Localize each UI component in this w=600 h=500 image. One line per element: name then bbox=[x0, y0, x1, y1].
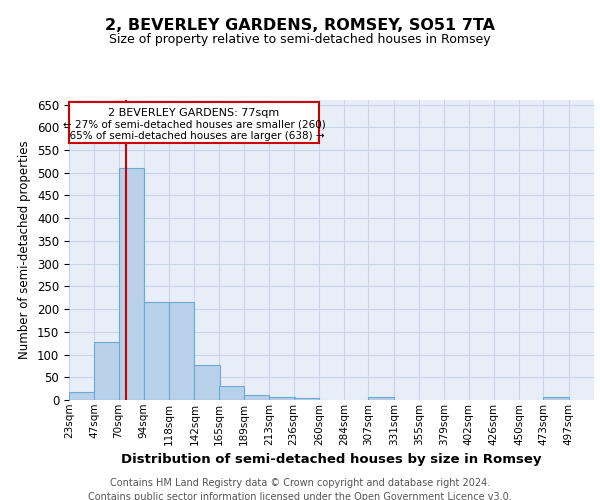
Text: 2, BEVERLEY GARDENS, ROMSEY, SO51 7TA: 2, BEVERLEY GARDENS, ROMSEY, SO51 7TA bbox=[105, 18, 495, 32]
Bar bbox=[194, 365, 220, 400]
Text: 2 BEVERLEY GARDENS: 77sqm: 2 BEVERLEY GARDENS: 77sqm bbox=[108, 108, 280, 118]
Bar bbox=[244, 396, 269, 400]
Bar bbox=[544, 398, 569, 400]
Text: Contains HM Land Registry data © Crown copyright and database right 2024.
Contai: Contains HM Land Registry data © Crown c… bbox=[88, 478, 512, 500]
Text: Size of property relative to semi-detached houses in Romsey: Size of property relative to semi-detach… bbox=[109, 33, 491, 46]
Bar bbox=[169, 302, 194, 400]
Y-axis label: Number of semi-detached properties: Number of semi-detached properties bbox=[19, 140, 31, 360]
Bar bbox=[218, 386, 244, 400]
Bar bbox=[293, 398, 319, 400]
Bar bbox=[94, 342, 119, 400]
Bar bbox=[368, 398, 394, 400]
Text: 65% of semi-detached houses are larger (638) →: 65% of semi-detached houses are larger (… bbox=[63, 131, 325, 141]
Bar bbox=[119, 168, 144, 400]
Bar bbox=[69, 392, 94, 400]
X-axis label: Distribution of semi-detached houses by size in Romsey: Distribution of semi-detached houses by … bbox=[121, 453, 542, 466]
FancyBboxPatch shape bbox=[69, 102, 319, 143]
Bar bbox=[269, 398, 295, 400]
Bar bbox=[144, 302, 169, 400]
Text: ← 27% of semi-detached houses are smaller (260): ← 27% of semi-detached houses are smalle… bbox=[62, 120, 325, 130]
